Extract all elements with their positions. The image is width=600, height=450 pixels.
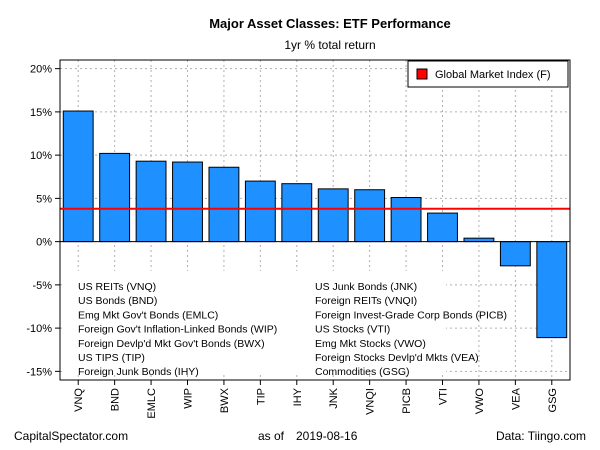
bar-emlc <box>135 160 167 243</box>
x-tick-label-vti: VTI <box>438 388 450 405</box>
ticker-note-left: Foreign Junk Bonds (IHY) <box>78 366 199 378</box>
ticker-note-left: US TIPS (TIP) <box>78 352 145 364</box>
x-tick-label-vwo: VWO <box>474 388 486 415</box>
x-tick-label-wip: WIP <box>183 388 195 409</box>
x-tick-label-vnq: VNQ <box>73 388 85 412</box>
y-tick-label: -15% <box>26 366 52 378</box>
bar-picb <box>390 197 422 243</box>
chart-subtitle: 1yr % total return <box>284 38 375 52</box>
y-tick-label: -10% <box>26 323 52 335</box>
axis-layer: -15% -10% -5% 0% 5% 10% 15% 20% VNQ BND EMLC WIP BWX… <box>26 59 571 419</box>
ticker-notes-box: US REITs (VNQ) US Bonds (BND) Emg Mkt Gov'… <box>62 271 507 378</box>
bars-layer <box>62 110 568 339</box>
x-tick-label-vea: VEA <box>510 387 522 410</box>
reference-line-layer <box>60 207 570 243</box>
footer-date: 2019-08-16 <box>296 429 358 443</box>
footer-source-right: Data: Tiingo.com <box>496 429 586 443</box>
x-tick-label-jnk: JNK <box>328 387 340 408</box>
y-tick-label: 0% <box>36 237 52 249</box>
bar-jnk <box>317 188 349 243</box>
y-tick-label: 20% <box>30 64 52 76</box>
ticker-note-left: Foreign Devlp'd Mkt Gov't Bonds (BWX) <box>78 338 265 350</box>
ticker-note-right: Foreign Stocks Devlp'd Mkts (VEA) <box>315 352 479 364</box>
legend-swatch <box>416 68 428 80</box>
y-tick-label: 5% <box>36 193 52 205</box>
bar-gsg <box>536 241 568 339</box>
ticker-note-right: Foreign Invest-Grade Corp Bonds (PICB) <box>315 309 507 321</box>
ticker-note-left: Emg Mkt Gov't Bonds (EMLC) <box>78 309 218 321</box>
bar-vnq <box>62 110 94 243</box>
ticker-note-right: Commodities (GSG) <box>315 366 410 378</box>
bar-vea <box>499 241 531 267</box>
ticker-note-right: US Junk Bonds (JNK) <box>315 281 417 293</box>
y-tick-label: 10% <box>30 150 52 162</box>
bar-vwo <box>463 237 495 243</box>
bar-bwx <box>208 166 240 243</box>
y-tick-label: -5% <box>32 280 52 292</box>
x-tick-label-vnqi: VNQI <box>365 388 377 415</box>
ticker-note-left: US REITs (VNQ) <box>78 281 156 293</box>
footer-source-left: CapitalSpectator.com <box>14 429 128 443</box>
footer-as-of-label: as of <box>258 429 285 443</box>
ticker-note-left: US Bonds (BND) <box>78 295 157 307</box>
bar-wip <box>172 161 203 243</box>
ticker-note-right: Emg Mkt Stocks (VWO) <box>315 338 426 350</box>
bar-ihy <box>281 183 313 243</box>
x-tick-label-bwx: BWX <box>219 387 231 413</box>
chart-title: Major Asset Classes: ETF Performance <box>209 16 451 31</box>
y-tick-label: 15% <box>30 107 52 119</box>
ticker-note-left: Foreign Gov't Inflation-Linked Bonds (WI… <box>78 324 277 336</box>
ticker-notes-background <box>62 271 446 375</box>
bar-vti <box>427 212 458 243</box>
x-tick-label-emlc: EMLC <box>146 388 158 419</box>
legend-box <box>407 60 569 88</box>
ticker-note-right: Foreign REITs (VNQI) <box>315 295 417 307</box>
x-tick-label-gsg: GSG <box>547 388 559 412</box>
bar-bnd <box>99 152 131 243</box>
bar-vnqi <box>354 189 386 243</box>
legend: Global Market Index (F) <box>407 60 569 88</box>
x-tick-label-picb: PICB <box>401 388 413 414</box>
x-tick-label-tip: TIP <box>255 388 267 405</box>
legend-label: Global Market Index (F) <box>435 69 551 81</box>
bar-tip <box>244 180 276 243</box>
x-tick-label-ihy: IHY <box>292 387 304 406</box>
x-tick-label-bnd: BND <box>110 388 122 411</box>
plot-frame <box>59 59 571 381</box>
ticker-note-right: US Stocks (VTI) <box>315 324 390 336</box>
